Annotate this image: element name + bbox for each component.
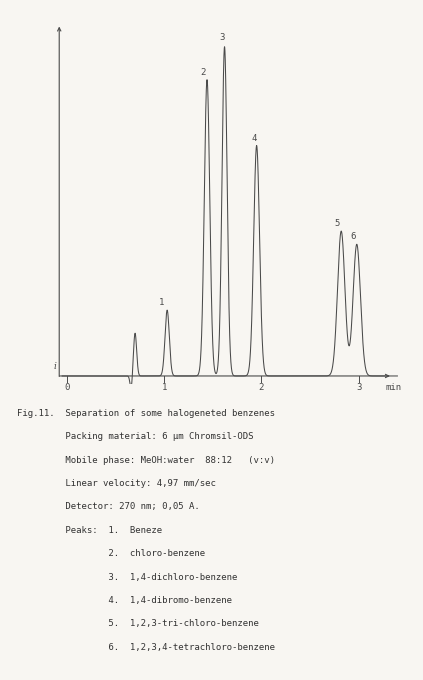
Text: Packing material: 6 μm Chromsil-ODS: Packing material: 6 μm Chromsil-ODS: [17, 432, 253, 441]
Text: 1: 1: [162, 383, 167, 392]
Text: 4.  1,4-dibromo-benzene: 4. 1,4-dibromo-benzene: [17, 596, 232, 605]
Text: Detector: 270 nm; 0,05 A.: Detector: 270 nm; 0,05 A.: [17, 503, 200, 511]
Text: 2: 2: [201, 68, 206, 77]
Text: Fig.11.  Separation of some halogeneted benzenes: Fig.11. Separation of some halogeneted b…: [17, 409, 275, 418]
Text: 3: 3: [219, 33, 224, 42]
Text: 2.  chloro-benzene: 2. chloro-benzene: [17, 549, 205, 558]
Text: 4: 4: [251, 133, 256, 143]
Text: 5.  1,2,3-tri-chloro-benzene: 5. 1,2,3-tri-chloro-benzene: [17, 619, 259, 628]
Text: 6.  1,2,3,4-tetrachloro-benzene: 6. 1,2,3,4-tetrachloro-benzene: [17, 643, 275, 652]
Text: 3: 3: [356, 383, 361, 392]
Text: 2: 2: [259, 383, 264, 392]
Text: 3.  1,4-dichloro-benzene: 3. 1,4-dichloro-benzene: [17, 573, 237, 581]
Text: i: i: [54, 362, 57, 371]
Text: 1: 1: [159, 299, 164, 307]
Text: 6: 6: [350, 233, 356, 241]
Text: Peaks:  1.  Beneze: Peaks: 1. Beneze: [17, 526, 162, 534]
Text: Linear velocity: 4,97 mm/sec: Linear velocity: 4,97 mm/sec: [17, 479, 216, 488]
Text: Mobile phase: MeOH:water  88:12   (v:v): Mobile phase: MeOH:water 88:12 (v:v): [17, 456, 275, 464]
Text: 0: 0: [64, 383, 70, 392]
Text: min: min: [386, 383, 402, 392]
Text: 5: 5: [335, 219, 340, 228]
